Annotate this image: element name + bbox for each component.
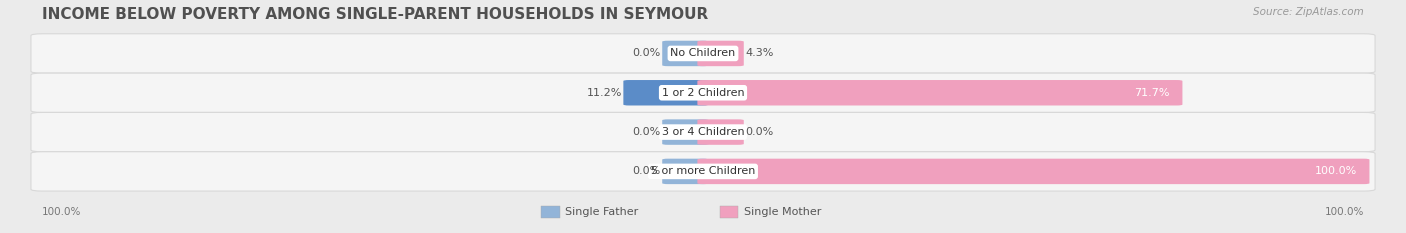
Text: 0.0%: 0.0% <box>633 48 661 58</box>
Text: Single Father: Single Father <box>565 207 638 217</box>
FancyBboxPatch shape <box>31 152 1375 191</box>
FancyBboxPatch shape <box>697 80 1182 106</box>
Text: 100.0%: 100.0% <box>1315 166 1357 176</box>
FancyBboxPatch shape <box>697 119 744 145</box>
Text: 100.0%: 100.0% <box>1324 207 1364 217</box>
Text: 0.0%: 0.0% <box>633 127 661 137</box>
FancyBboxPatch shape <box>623 80 709 106</box>
Text: 100.0%: 100.0% <box>42 207 82 217</box>
Text: No Children: No Children <box>671 48 735 58</box>
Text: INCOME BELOW POVERTY AMONG SINGLE-PARENT HOUSEHOLDS IN SEYMOUR: INCOME BELOW POVERTY AMONG SINGLE-PARENT… <box>42 7 709 22</box>
Text: 0.0%: 0.0% <box>633 166 661 176</box>
Text: Single Mother: Single Mother <box>744 207 821 217</box>
Text: 11.2%: 11.2% <box>586 88 621 98</box>
Text: Source: ZipAtlas.com: Source: ZipAtlas.com <box>1253 7 1364 17</box>
FancyBboxPatch shape <box>31 34 1375 73</box>
FancyBboxPatch shape <box>720 206 738 218</box>
FancyBboxPatch shape <box>662 41 709 66</box>
Text: 3 or 4 Children: 3 or 4 Children <box>662 127 744 137</box>
FancyBboxPatch shape <box>662 159 709 184</box>
FancyBboxPatch shape <box>697 159 1369 184</box>
FancyBboxPatch shape <box>31 113 1375 152</box>
FancyBboxPatch shape <box>31 73 1375 113</box>
Text: 0.0%: 0.0% <box>745 127 773 137</box>
Text: 1 or 2 Children: 1 or 2 Children <box>662 88 744 98</box>
Text: 71.7%: 71.7% <box>1135 88 1170 98</box>
Text: 5 or more Children: 5 or more Children <box>651 166 755 176</box>
FancyBboxPatch shape <box>697 41 744 66</box>
FancyBboxPatch shape <box>662 119 709 145</box>
Text: 4.3%: 4.3% <box>745 48 773 58</box>
FancyBboxPatch shape <box>541 206 560 218</box>
